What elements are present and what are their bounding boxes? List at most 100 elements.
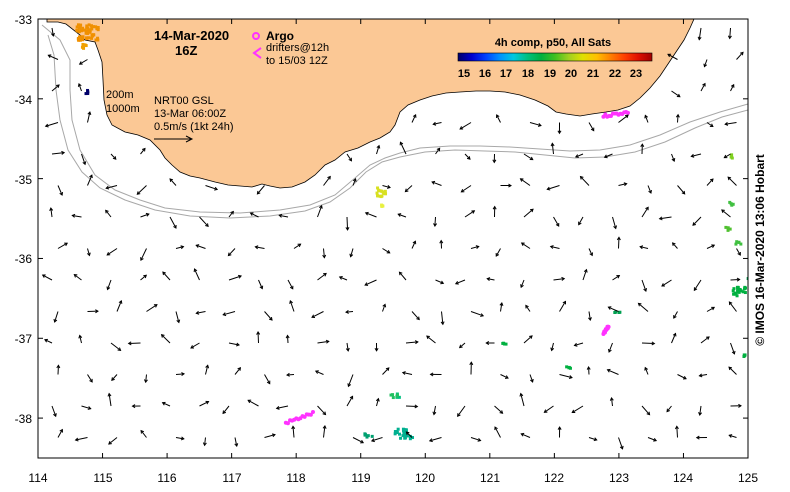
current-vector-head: [153, 304, 158, 308]
current-vector: [457, 405, 466, 417]
current-vector-head: [195, 244, 200, 248]
current-vector-head: [136, 191, 141, 195]
current-vector: [728, 301, 737, 312]
current-vector-head: [227, 252, 232, 257]
current-vector-head: [616, 275, 621, 279]
current-vector: [692, 216, 702, 226]
current-vectors: [41, 27, 744, 450]
current-vector: [352, 178, 357, 186]
current-vector: [523, 208, 534, 218]
current-vector: [264, 311, 273, 321]
current-vector-head: [238, 274, 242, 279]
current-vector-head: [606, 368, 611, 373]
current-vector-head: [644, 366, 648, 371]
current-vector: [612, 216, 617, 229]
sst-pixel: [389, 393, 393, 397]
argo-label: Argo: [266, 29, 294, 43]
current-vector-head: [105, 185, 110, 190]
current-vector: [140, 213, 150, 218]
sst-pixel: [736, 287, 740, 291]
current-vector: [700, 336, 710, 344]
current-vector: [487, 278, 495, 281]
current-vector-head: [432, 121, 437, 126]
colorbar-tick: 20: [565, 68, 577, 80]
current-vector: [525, 305, 531, 312]
current-vector-head: [345, 227, 350, 231]
current-vector-head: [181, 372, 186, 377]
current-vector-head: [495, 253, 500, 257]
current-vector: [588, 437, 597, 441]
colorbar-tick: 15: [458, 68, 470, 80]
y-tick-label: -38: [15, 412, 33, 426]
current-vector-head: [528, 335, 533, 339]
x-tick-label: 116: [157, 471, 176, 485]
current-vector: [111, 374, 118, 381]
sst-pixel: [734, 291, 738, 295]
current-vector: [550, 246, 560, 249]
current-vector-head: [41, 274, 46, 278]
sst-pixel: [78, 23, 82, 27]
current-vector: [194, 268, 200, 281]
current-vector-head: [345, 309, 349, 314]
current-vector-head: [71, 213, 76, 218]
current-vector: [54, 311, 59, 323]
sst-pixel: [81, 26, 85, 30]
current-vector: [612, 275, 620, 281]
current-vector-head: [697, 36, 702, 41]
current-vector-head: [731, 350, 736, 355]
current-vector: [724, 153, 731, 159]
sst-pixel: [88, 30, 92, 34]
current-vector-head: [143, 274, 148, 279]
current-vector: [496, 114, 501, 123]
sst-pixel: [395, 431, 399, 435]
current-vector: [146, 304, 158, 312]
current-vector: [691, 153, 702, 157]
sst-pixel: [567, 365, 571, 369]
current-vector: [608, 306, 619, 312]
current-vector: [553, 216, 560, 227]
current-vector: [345, 311, 354, 313]
current-vector-head: [586, 366, 591, 370]
current-vector: [411, 311, 420, 320]
current-vector-head: [728, 301, 733, 306]
current-vector: [433, 122, 442, 125]
x-tick-label: 118: [286, 471, 305, 485]
current-vector: [51, 405, 57, 417]
isobath-label-1000m: 1000m: [106, 103, 140, 115]
current-vector-head: [724, 121, 729, 126]
current-vector-head: [609, 396, 614, 401]
current-vector: [611, 397, 613, 407]
current-vector-head: [322, 411, 327, 416]
current-vector-head: [672, 332, 677, 337]
current-vector: [175, 437, 184, 440]
current-vector-head: [59, 191, 64, 196]
current-vector: [500, 302, 503, 312]
current-vector-head: [477, 437, 482, 442]
current-vector-head: [504, 375, 509, 379]
current-vector-head: [118, 299, 123, 304]
colorbar-title: 4h comp, p50, All Sats: [495, 37, 611, 49]
current-vector-head: [78, 61, 83, 65]
sst-pixel: [728, 227, 732, 231]
current-vector-head: [49, 207, 54, 211]
current-vector: [727, 176, 737, 186]
current-vector-head: [730, 83, 735, 88]
sst-pixel: [738, 288, 742, 292]
current-vector: [72, 214, 82, 218]
current-vector: [196, 311, 206, 314]
current-vector: [87, 174, 93, 186]
sst-pixel: [741, 290, 745, 294]
current-vector-head: [520, 242, 525, 246]
current-vector: [315, 370, 324, 375]
current-vector: [520, 178, 531, 186]
current-vector-head: [44, 123, 49, 128]
current-vector-head: [573, 342, 578, 347]
current-vector: [346, 396, 354, 407]
sst-pixel: [85, 26, 89, 30]
current-vector: [347, 374, 354, 387]
current-vector: [292, 426, 295, 438]
sst-pixel: [75, 25, 79, 29]
current-vector-head: [675, 113, 680, 118]
sst-pixel: [730, 156, 734, 160]
current-vector-head: [727, 176, 732, 181]
